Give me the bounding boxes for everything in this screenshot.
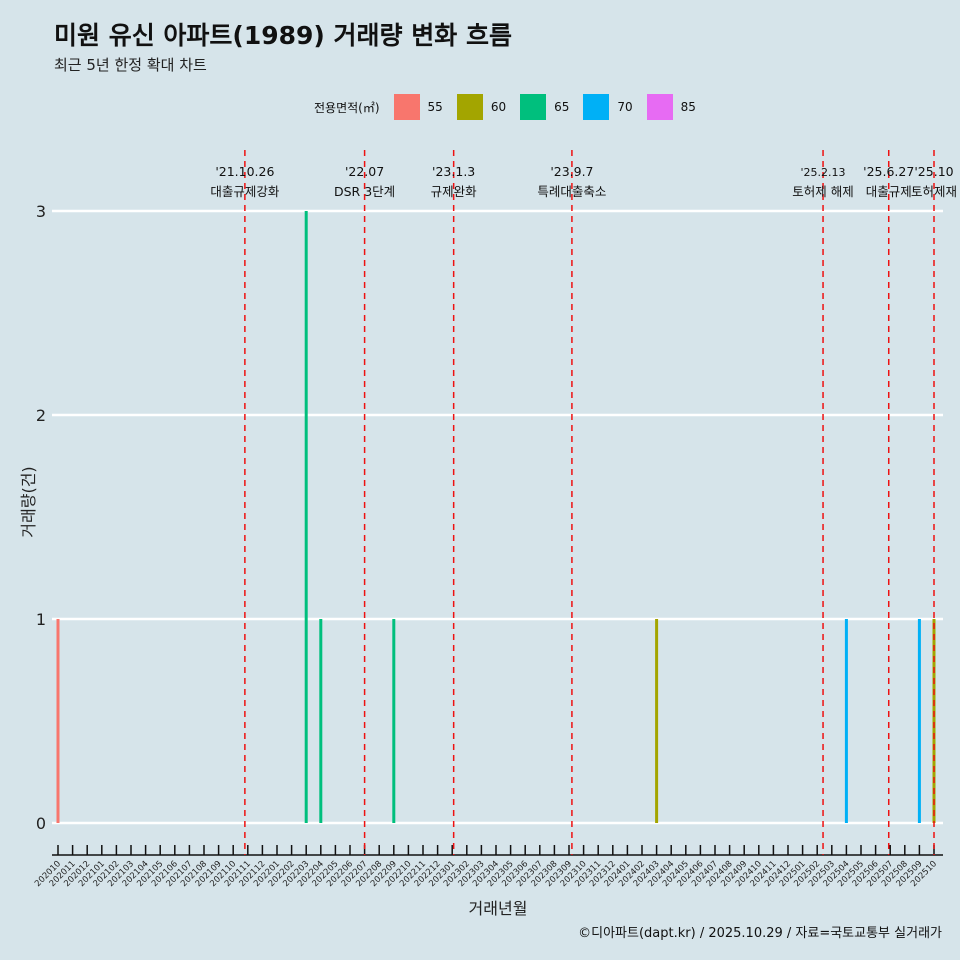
legend-key-55 [393,94,420,120]
legend-label: 85 [680,100,696,114]
legend-label: 55 [427,100,443,114]
bar-202403-60 [655,619,659,823]
event-label: 토허제재 [911,184,957,199]
y-tick-label: 3 [36,202,46,221]
bar-202510-60 [932,619,936,823]
event-date: '25.2.13 [801,166,846,179]
legend-title: 전용면적(㎡) [314,100,380,115]
legend-label: 65 [554,100,570,114]
chart-title: 미원 유신 아파트(1989) 거래량 변화 흐름 [54,21,512,50]
legend-key-70 [583,94,610,120]
event-date: '25.10 [914,164,953,179]
bar-202504-70 [844,619,848,823]
event-label: 특례대출축소 [537,184,606,199]
legend: 전용면적(㎡) 55 60 65 70 85 [314,94,696,120]
y-tick-label: 0 [36,814,46,833]
bar-202509-70 [917,619,921,823]
bar-202203-65 [304,211,308,823]
event-date: '21.10.26 [215,164,274,179]
legend-key-85 [646,94,673,120]
event-label: 토허제 해제 [792,184,853,199]
legend-key-60 [456,94,483,120]
event-label: 대출규제강화 [210,184,280,199]
event-date: '22.07 [345,164,384,179]
chart-subtitle: 최근 5년 한정 확대 차트 [54,56,207,74]
legend-label: 60 [490,100,507,114]
event-date: '23.1.3 [432,164,475,179]
bar-202204-65 [319,619,323,823]
event-label: 규제완화 [431,184,478,199]
caption: ©디아파트(dapt.kr) / 2025.10.29 / 자료=국토교통부 실… [578,926,942,941]
y-tick-label: 1 [36,610,46,629]
event-label: DSR 3단계 [334,184,395,199]
legend-label: 70 [617,100,633,114]
bar-202010-55 [56,619,60,823]
y-tick-label: 2 [36,406,46,425]
event-date: '23.9.7 [550,164,593,179]
y-axis-title: 거래량(건) [19,466,38,537]
event-label: 대출규제 [866,184,912,199]
x-axis-title: 거래년월 [469,899,528,918]
bar-202209-65 [392,619,396,823]
event-date: '25.6.27 [863,164,914,179]
legend-key-65 [520,94,547,120]
